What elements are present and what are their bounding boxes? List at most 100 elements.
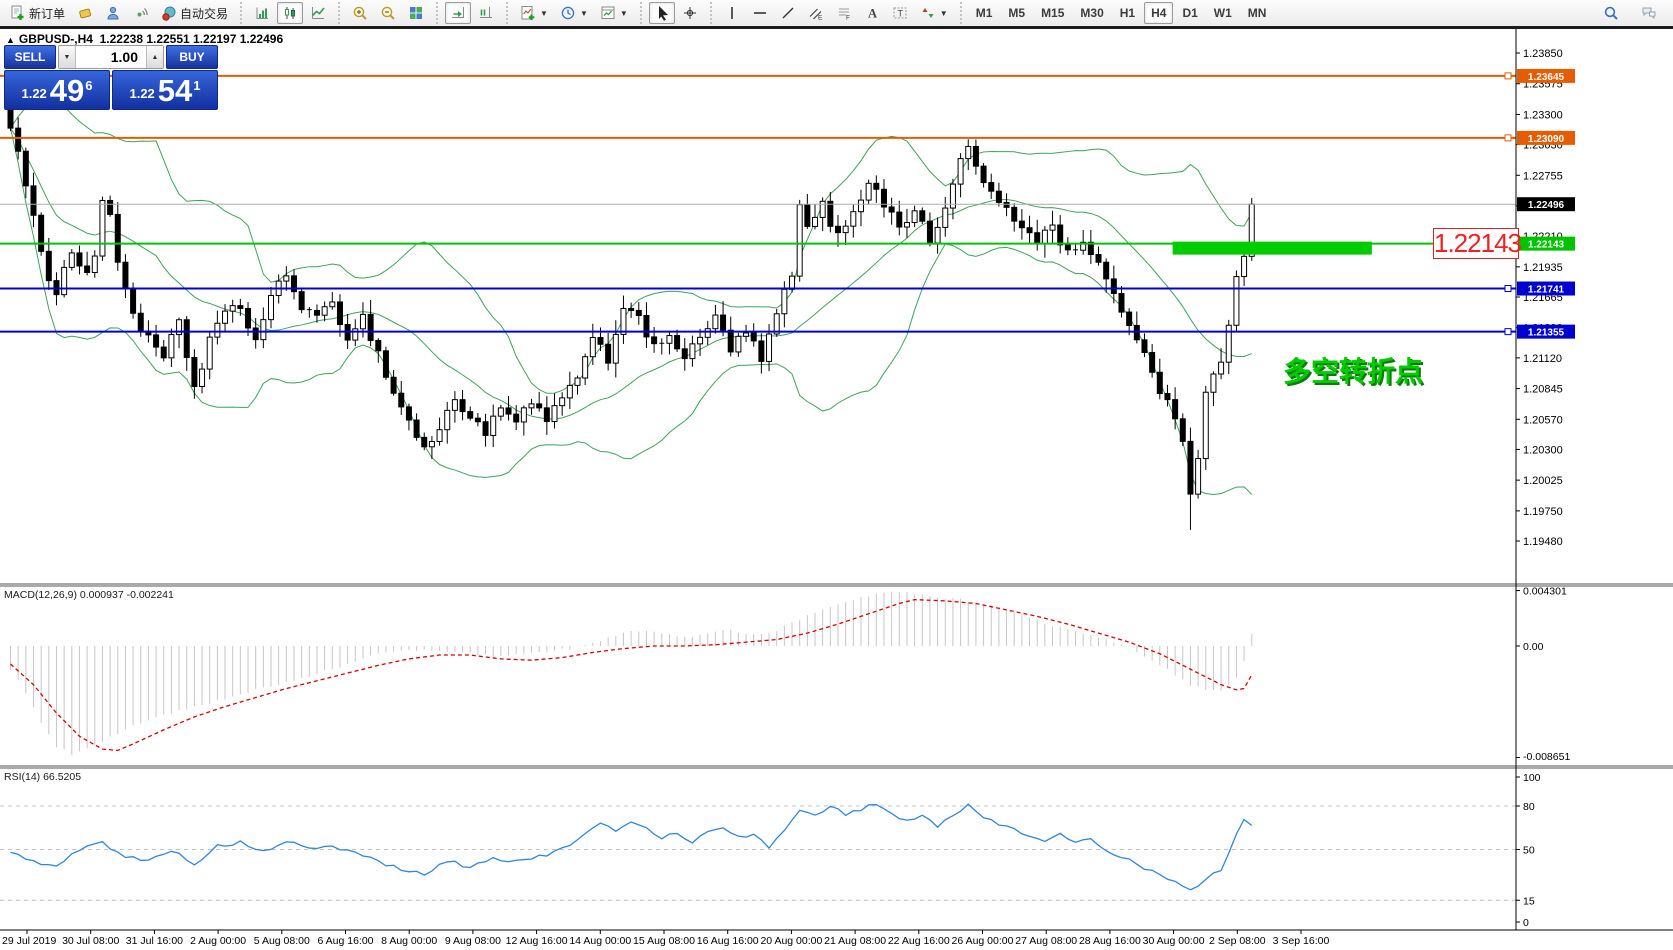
sell-price-sup: 6	[85, 78, 93, 93]
chart-shift-button[interactable]	[473, 2, 499, 24]
level-line-handle[interactable]	[1504, 134, 1512, 142]
tf-m5-button[interactable]: M5	[1001, 2, 1032, 24]
buy-price-big: 54	[157, 73, 193, 108]
channel-icon: E	[808, 5, 824, 21]
auto-scroll-button[interactable]	[445, 2, 472, 24]
dropdown-caret-icon[interactable]: ▼	[540, 8, 548, 18]
svg-text:F: F	[846, 15, 850, 22]
fibonacci-icon: F	[836, 5, 852, 21]
community-button[interactable]	[100, 2, 126, 24]
channel-button[interactable]: E	[803, 2, 829, 24]
sell-button[interactable]: SELL	[4, 45, 56, 69]
svg-text:26 Aug 00:00: 26 Aug 00:00	[952, 935, 1014, 947]
pointer-group	[639, 2, 707, 24]
chart-shift-icon	[478, 5, 494, 21]
level-line-handle[interactable]	[1504, 72, 1512, 80]
highlight-rectangle[interactable]	[1172, 241, 1372, 255]
tf-d1-button[interactable]: D1	[1175, 2, 1204, 24]
collapse-panel-icon[interactable]: ▲	[6, 35, 15, 45]
sell-price-big: 49	[49, 73, 85, 108]
level-line-handle[interactable]	[1504, 285, 1512, 293]
window-border	[0, 26, 1673, 29]
svg-text:21 Aug 08:00: 21 Aug 08:00	[824, 935, 886, 947]
dropdown-caret-icon[interactable]: ▼	[579, 8, 588, 18]
dropdown-caret-icon[interactable]: ▼	[939, 8, 948, 18]
tf-m15-button[interactable]: M15	[1034, 2, 1071, 24]
vertical-line-button[interactable]	[719, 2, 745, 24]
horizontal-line-button[interactable]	[747, 2, 773, 24]
auto-trading-button[interactable]: 自动交易	[156, 2, 233, 24]
cursor-button[interactable]	[648, 2, 675, 24]
chart-background	[0, 26, 1673, 950]
tf-h4-button-label: H4	[1151, 6, 1167, 20]
svg-text:E: E	[818, 15, 823, 22]
arrows-icon	[920, 5, 936, 21]
trendline-button[interactable]	[775, 2, 801, 24]
templates-button[interactable]: ▼	[595, 2, 633, 24]
tf-h4-button[interactable]: H4	[1144, 2, 1174, 24]
draw-group: E F A T ▼	[709, 2, 957, 24]
tf-d1-button-label: D1	[1182, 6, 1198, 20]
svg-text:1.22143: 1.22143	[1528, 240, 1565, 251]
buy-price-prefix: 1.22	[129, 86, 155, 101]
svg-text:A: A	[868, 7, 877, 21]
tf-m30-button[interactable]: M30	[1073, 2, 1110, 24]
market-watch-button[interactable]	[72, 2, 98, 24]
periods-button[interactable]: ▼	[555, 2, 593, 24]
svg-text:0.004301: 0.004301	[1523, 586, 1567, 598]
indicators-button[interactable]: ▼	[515, 2, 553, 24]
zoom-in-button[interactable]	[347, 2, 373, 24]
timeframe-group: M1 M5 M15 M30 H1 H4 D1 W1 MN	[959, 2, 1278, 24]
volume-value[interactable]: 1.00	[110, 49, 138, 65]
svg-text:2 Aug 00:00: 2 Aug 00:00	[190, 935, 246, 947]
dropdown-caret-icon[interactable]: ▼	[619, 8, 628, 18]
tf-m1-button-label: M1	[975, 6, 993, 20]
new-order-button-label: 新订单	[29, 6, 66, 21]
tf-h1-button[interactable]: H1	[1113, 2, 1142, 24]
svg-text:5 Aug 08:00: 5 Aug 08:00	[254, 935, 310, 947]
zoom-out-button[interactable]	[375, 2, 401, 24]
volume-increase-button[interactable]: ▲	[146, 46, 163, 68]
bb-middle-band	[10, 127, 1252, 420]
volume-decrease-button[interactable]: ▼	[59, 46, 76, 68]
svg-text:22 Aug 16:00: 22 Aug 16:00	[888, 935, 950, 947]
candle-chart-button[interactable]	[277, 2, 304, 24]
turning-point-annotation[interactable]: 多空转折点	[1283, 356, 1424, 387]
arrows-button[interactable]: ▼	[915, 2, 953, 24]
tf-mn-button[interactable]: MN	[1241, 2, 1274, 24]
tf-w1-button-label: W1	[1213, 6, 1232, 20]
signals-button[interactable]	[128, 2, 154, 24]
crosshair-button[interactable]	[677, 2, 703, 24]
svg-text:14 Aug 00:00: 14 Aug 00:00	[569, 935, 631, 947]
bar-chart-button[interactable]	[249, 2, 275, 24]
svg-text:1.22755: 1.22755	[1523, 170, 1563, 182]
buy-quote-button[interactable]: 1.22 54 1	[112, 70, 218, 110]
label-button[interactable]: T	[887, 2, 913, 24]
svg-text:1.20300: 1.20300	[1523, 444, 1563, 456]
text-button[interactable]: A	[859, 2, 885, 24]
svg-text:15 Aug 08:00: 15 Aug 08:00	[633, 935, 695, 947]
chat-icon	[1641, 5, 1657, 21]
buy-button[interactable]: BUY	[166, 45, 218, 69]
search-button[interactable]	[1598, 2, 1624, 24]
level-line-handle[interactable]	[1504, 328, 1512, 336]
svg-text:1.20570: 1.20570	[1523, 414, 1563, 426]
candlestick-icon	[282, 5, 298, 21]
search-icon	[1603, 5, 1619, 21]
new-order-button[interactable]: 新订单	[5, 2, 70, 24]
sell-quote-button[interactable]: 1.22 49 6	[4, 70, 110, 110]
tf-m30-button-label: M30	[1080, 6, 1104, 20]
tf-w1-button[interactable]: W1	[1207, 2, 1239, 24]
tf-m15-button-label: M15	[1041, 6, 1065, 20]
macd-histogram	[10, 591, 1253, 756]
tile-windows-button[interactable]	[403, 2, 429, 24]
label-icon: T	[892, 5, 908, 21]
svg-text:29 Jul 2019: 29 Jul 2019	[2, 935, 56, 947]
fibonacci-button[interactable]: F	[831, 2, 857, 24]
line-chart-button[interactable]	[305, 2, 331, 24]
price-callout-box[interactable]: 1.22143	[1433, 228, 1522, 259]
tf-m1-button[interactable]: M1	[969, 2, 1000, 24]
chat-button[interactable]	[1636, 2, 1662, 24]
